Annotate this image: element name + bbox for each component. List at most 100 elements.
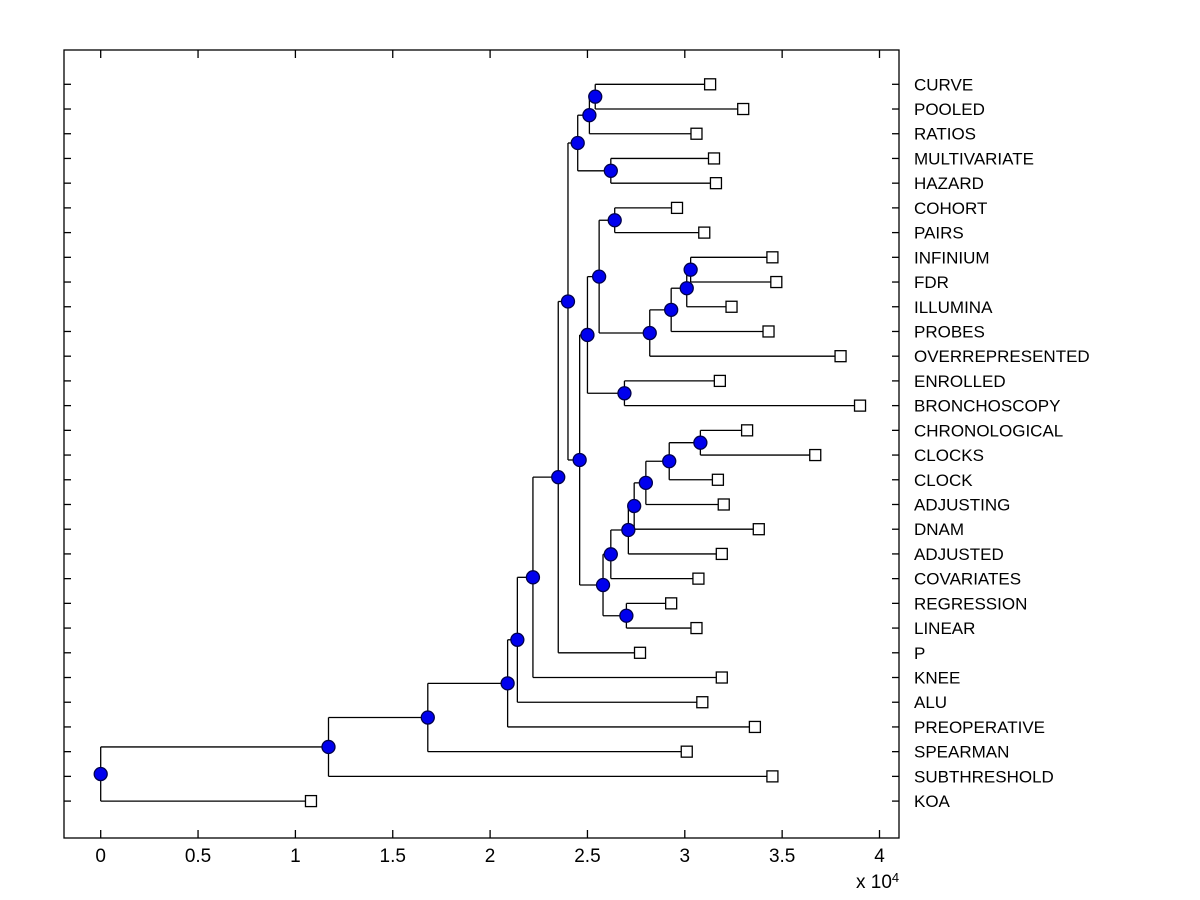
- leaf-marker: [737, 102, 750, 116]
- leaf-marker: [670, 201, 684, 215]
- leaf-marker: [762, 325, 775, 338]
- plot-box: [63, 49, 900, 839]
- leaf-label: REGRESSION: [914, 594, 1027, 613]
- leaf-marker: [766, 251, 779, 264]
- leaf-label: PREOPERATIVE: [914, 718, 1045, 737]
- leaf-label: KOA: [914, 792, 951, 811]
- leaf-label: POOLED: [914, 100, 985, 119]
- leaf-label: ENROLLED: [914, 372, 1006, 391]
- leaf-label: ALU: [914, 693, 947, 712]
- internal-node-marker: [627, 498, 642, 514]
- leaf-label: MULTIVARIATE: [914, 149, 1034, 168]
- leaf-marker: [304, 794, 318, 808]
- leaf-label: DNAM: [914, 520, 964, 539]
- leaf-marker: [853, 399, 867, 412]
- leaf-label: CLOCK: [914, 471, 973, 490]
- leaf-marker: [740, 424, 754, 437]
- internal-node-marker: [93, 766, 108, 782]
- leaf-marker: [707, 152, 721, 165]
- leaf-marker: [703, 78, 717, 91]
- leaf-label: HAZARD: [914, 174, 984, 193]
- internal-node-marker: [321, 739, 336, 755]
- leaf-marker: [770, 275, 783, 289]
- leaf-marker: [717, 498, 730, 511]
- x-tick-label: 1.5: [380, 846, 406, 867]
- internal-node-marker: [693, 435, 708, 450]
- leaf-marker: [748, 720, 762, 734]
- internal-node-marker: [591, 269, 607, 284]
- internal-node-marker: [570, 135, 585, 151]
- leaf-label: CHRONOLOGICAL: [914, 421, 1063, 440]
- leaf-label: CLOCKS: [914, 446, 984, 465]
- internal-node-marker: [580, 327, 595, 343]
- leaf-marker: [752, 523, 765, 536]
- leaf-marker: [696, 696, 709, 709]
- leaf-label: OVERREPRESENTED: [914, 347, 1090, 366]
- internal-node-marker: [603, 163, 618, 178]
- leaf-label: FDR: [914, 273, 949, 292]
- internal-node-marker: [683, 262, 698, 277]
- leaf-label: INFINIUM: [914, 248, 990, 267]
- leaf-label: ADJUSTING: [914, 495, 1010, 514]
- leaf-marker: [711, 473, 725, 486]
- internal-node-marker: [638, 475, 654, 491]
- leaf-label: ADJUSTED: [914, 545, 1004, 564]
- leaf-marker: [665, 597, 678, 610]
- leaf-label: KNEE: [914, 669, 960, 688]
- x-tick-label: 2.5: [574, 846, 600, 867]
- internal-node-marker: [664, 302, 679, 317]
- leaf-marker: [715, 547, 728, 561]
- x-tick-label: 0: [95, 846, 106, 867]
- internal-node-marker: [572, 452, 587, 468]
- leaf-marker: [766, 770, 779, 783]
- leaf-label: PAIRS: [914, 224, 964, 243]
- internal-node-marker: [420, 710, 435, 725]
- leaf-marker: [809, 448, 822, 462]
- leaf-label: BRONCHOSCOPY: [914, 397, 1060, 416]
- internal-node-marker: [679, 281, 694, 296]
- internal-node-marker: [588, 89, 603, 104]
- leaf-marker: [698, 226, 711, 239]
- leaf-label: P: [914, 644, 925, 663]
- axis-multiplier-label: x 104: [856, 870, 916, 894]
- axis-multiplier-exponent: 4: [891, 870, 900, 885]
- x-tick-label: 4: [874, 846, 885, 867]
- leaf-marker: [713, 374, 726, 388]
- internal-node-marker: [595, 577, 611, 593]
- internal-node-marker: [510, 632, 525, 647]
- leaf-marker: [690, 621, 703, 635]
- leaf-marker: [680, 745, 693, 758]
- x-tick-label: 3.5: [769, 846, 795, 867]
- leaf-label: PROBES: [914, 322, 985, 341]
- internal-node-marker: [621, 522, 636, 538]
- x-tick-label: 0.5: [185, 846, 211, 867]
- leaf-marker: [725, 300, 738, 313]
- leaf-label: CURVE: [914, 75, 973, 94]
- axis-multiplier-prefix: x 10: [856, 872, 892, 893]
- leaf-marker: [690, 127, 703, 140]
- leaf-label: SPEARMAN: [914, 743, 1009, 762]
- x-tick-label: 3: [680, 846, 691, 867]
- leaf-label: COVARIATES: [914, 570, 1021, 589]
- internal-node-marker: [560, 294, 576, 309]
- internal-node-marker: [619, 608, 634, 623]
- internal-node-marker: [617, 386, 632, 401]
- internal-node-marker: [525, 570, 541, 585]
- internal-node-marker: [603, 547, 618, 562]
- leaf-label: LINEAR: [914, 619, 975, 638]
- leaf-marker: [715, 671, 728, 684]
- internal-node-marker: [551, 469, 566, 485]
- x-tick-label: 2: [485, 846, 496, 867]
- internal-node-marker: [500, 676, 515, 691]
- leaf-marker: [709, 177, 723, 190]
- leaf-marker: [633, 646, 647, 659]
- leaf-label: SUBTHRESHOLD: [914, 767, 1054, 786]
- internal-node-marker: [582, 108, 597, 123]
- leaf-marker: [834, 350, 847, 363]
- internal-node-marker: [607, 213, 622, 228]
- leaf-label: COHORT: [914, 199, 987, 218]
- internal-node-marker: [662, 454, 677, 469]
- leaf-label: ILLUMINA: [914, 298, 993, 317]
